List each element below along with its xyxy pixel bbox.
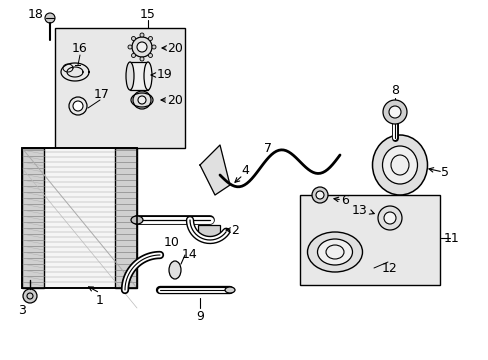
Circle shape bbox=[133, 91, 151, 109]
Ellipse shape bbox=[169, 261, 181, 279]
Text: 7: 7 bbox=[264, 141, 271, 154]
Polygon shape bbox=[200, 145, 229, 195]
Text: 20: 20 bbox=[167, 94, 183, 107]
Ellipse shape bbox=[126, 62, 134, 90]
Text: 15: 15 bbox=[140, 8, 156, 21]
Text: 17: 17 bbox=[94, 89, 110, 102]
Text: 4: 4 bbox=[241, 163, 248, 176]
Text: 11: 11 bbox=[443, 231, 459, 244]
Circle shape bbox=[311, 187, 327, 203]
Bar bbox=[22, 148, 137, 288]
Text: 9: 9 bbox=[196, 310, 203, 323]
Circle shape bbox=[132, 37, 152, 57]
Circle shape bbox=[137, 42, 147, 52]
Bar bbox=[115, 148, 137, 288]
Ellipse shape bbox=[224, 287, 235, 293]
Circle shape bbox=[45, 13, 55, 23]
Text: 1: 1 bbox=[96, 293, 104, 306]
Bar bbox=[299, 195, 439, 285]
Bar bbox=[22, 148, 137, 288]
Text: 12: 12 bbox=[381, 261, 397, 274]
Circle shape bbox=[315, 191, 324, 199]
Text: 8: 8 bbox=[390, 84, 398, 96]
Text: 14: 14 bbox=[182, 248, 198, 261]
Circle shape bbox=[131, 54, 135, 58]
Ellipse shape bbox=[382, 146, 417, 184]
Ellipse shape bbox=[372, 135, 427, 195]
Circle shape bbox=[73, 101, 83, 111]
Circle shape bbox=[148, 36, 152, 41]
Ellipse shape bbox=[143, 62, 152, 90]
Text: 10: 10 bbox=[164, 235, 180, 248]
Text: 16: 16 bbox=[72, 41, 88, 54]
Circle shape bbox=[383, 212, 395, 224]
Circle shape bbox=[138, 96, 146, 104]
Circle shape bbox=[152, 45, 156, 49]
Text: 20: 20 bbox=[167, 41, 183, 54]
Text: 6: 6 bbox=[340, 194, 348, 207]
Circle shape bbox=[69, 97, 87, 115]
Text: 19: 19 bbox=[157, 68, 173, 81]
Circle shape bbox=[148, 54, 152, 58]
Bar bbox=[22, 148, 44, 288]
Text: 3: 3 bbox=[18, 303, 26, 316]
Circle shape bbox=[131, 36, 135, 41]
Ellipse shape bbox=[317, 239, 352, 265]
Ellipse shape bbox=[307, 232, 362, 272]
Circle shape bbox=[377, 206, 401, 230]
Circle shape bbox=[382, 100, 406, 124]
Ellipse shape bbox=[131, 216, 142, 224]
Text: 13: 13 bbox=[351, 203, 367, 216]
Circle shape bbox=[140, 57, 143, 61]
Circle shape bbox=[388, 106, 400, 118]
Circle shape bbox=[128, 45, 132, 49]
Text: 18: 18 bbox=[28, 8, 44, 21]
Bar bbox=[198, 225, 220, 237]
Text: 2: 2 bbox=[231, 224, 239, 237]
Circle shape bbox=[23, 289, 37, 303]
Text: 5: 5 bbox=[440, 166, 448, 179]
Bar bbox=[130, 62, 148, 90]
Bar bbox=[55, 28, 184, 148]
Circle shape bbox=[140, 33, 143, 37]
